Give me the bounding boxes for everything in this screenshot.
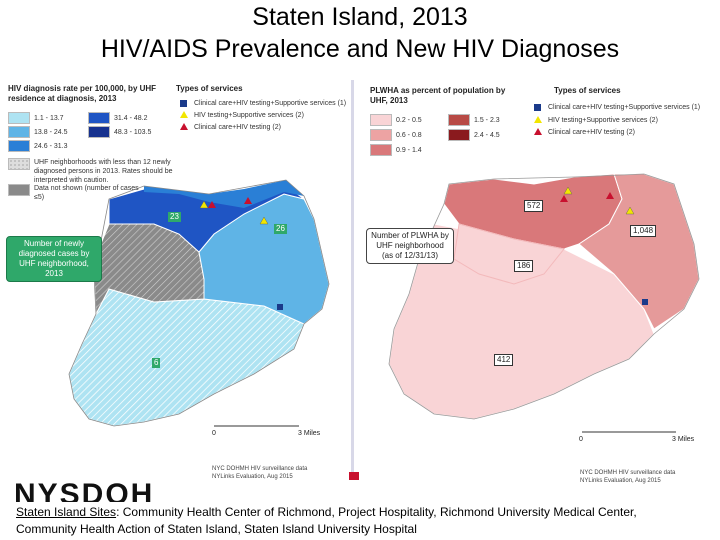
right-range-swatch-3 [370,144,392,156]
yellow-triangle-icon [259,216,269,225]
right-label-north-east: 1,048 [630,225,657,237]
square-icon [180,100,187,107]
red-triangle-icon [208,201,216,208]
right-range-swatch-1 [370,114,392,126]
left-range-label-2: 13.8 - 24.5 [34,129,68,136]
square-icon [642,299,648,305]
left-label-south: 6 [152,358,161,368]
low-count-hatch-swatch [8,158,30,170]
left-range-swatch-1 [8,112,30,124]
right-map-svg [388,173,700,433]
staten-island-outline [68,179,330,427]
left-scale-end: 3 Miles [298,430,321,437]
left-range-label-4: 31.4 - 48.2 [114,115,148,122]
left-range-swatch-2 [8,126,30,138]
left-label-north-east: 26 [274,224,287,234]
square-icon [534,104,541,111]
left-source-line-2: NYLinks Evaluation, Aug 2015 [212,474,293,480]
red-triangle-icon [606,192,614,199]
left-range-swatch-3 [8,140,30,152]
yellow-triangle-icon [563,186,573,195]
left-range-label-3: 24.6 - 31.3 [34,143,68,150]
staten-island-outline [388,173,700,420]
yellow-triangle-icon [534,116,542,123]
red-triangle-icon [560,195,568,202]
uhf-north-shore-strip [144,180,304,208]
sites-note-label: Staten Island Sites [16,505,117,519]
right-map-callout: Number of PLWHA by UHF neighborhood (as … [366,228,454,264]
right-range-label-4: 1.5 - 2.3 [474,117,500,124]
yellow-triangle-icon [625,206,635,215]
right-range-swatch-5 [448,129,470,141]
right-legend-title: PLWHA as percent of population by UHF, 2… [370,86,506,105]
left-range-label-5: 48.3 - 103.5 [114,129,152,136]
slide-title-line-2: HIV/AIDS Prevalence and New HIV Diagnose… [100,35,620,63]
yellow-triangle-icon [180,111,188,118]
right-range-label-3: 0.9 - 1.4 [396,147,422,154]
right-label-north-west: 572 [524,200,544,212]
not-shown-swatch [8,184,30,196]
left-label-north-west: 23 [168,212,181,222]
slide-title-line-1: Staten Island, 2013 [252,3,468,31]
right-source-line-2: NYLinks Evaluation, Aug 2015 [580,478,661,484]
right-service-label-2: HIV testing+Supportive services (2) [548,117,658,124]
right-label-mid: 186 [514,260,534,272]
left-scale-start: 0 [212,430,216,437]
left-map-panel: HIV diagnosis rate per 100,000, by UHF r… [4,74,348,494]
panel-divider [349,80,359,480]
square-icon [277,304,283,310]
right-map-panel: PLWHA as percent of population by UHF, 2… [364,74,716,494]
right-range-swatch-2 [370,129,392,141]
right-service-label-3: Clinical care+HIV testing (2) [548,129,635,136]
left-map-callout: Number of newly diagnosed cases by UHF n… [6,236,102,282]
left-service-label-1: Clinical care+HIV testing+Supportive ser… [194,100,347,107]
left-service-label-2: HIV testing+Supportive services (2) [194,112,304,119]
yellow-triangle-icon [199,200,209,209]
right-scale-start: 0 [579,436,583,443]
left-map-svg [68,179,330,427]
red-triangle-icon [534,128,542,135]
red-triangle-icon [180,123,188,130]
right-label-south: 412 [494,354,514,366]
low-count-note: UHF neighborhoods with less than 12 newl… [34,159,173,184]
not-shown-note: Data not shown (number of cases ≤5) [34,185,139,201]
left-range-label-1: 1.1 - 13.7 [34,115,64,122]
uhf-willowbrook-region [453,223,565,285]
left-range-swatch-4 [88,112,110,124]
uhf-south-shore-region [68,288,305,427]
right-range-label-5: 2.4 - 4.5 [474,132,500,139]
right-scale-end: 3 Miles [672,436,695,443]
red-triangle-icon [244,197,252,204]
right-services-title: Types of services [554,86,621,95]
sites-note-text: : Community Health Center of Richmond, P… [16,505,637,536]
right-source-line-1: NYC DOHMH HIV surveillance data [580,470,676,476]
left-legend-title: HIV diagnosis rate per 100,000, by UHF r… [8,84,157,103]
right-range-label-1: 0.2 - 0.5 [396,117,422,124]
right-range-label-2: 0.6 - 0.8 [396,132,422,139]
left-service-label-3: Clinical care+HIV testing (2) [194,124,281,131]
left-range-swatch-5 [88,126,110,138]
left-services-title: Types of services [176,84,243,93]
sites-note: Staten Island Sites: Community Health Ce… [12,502,702,540]
right-service-label-1: Clinical care+HIV testing+Supportive ser… [548,104,701,111]
right-range-swatch-4 [448,114,470,126]
left-source-line-1: NYC DOHMH HIV surveillance data [212,466,308,472]
